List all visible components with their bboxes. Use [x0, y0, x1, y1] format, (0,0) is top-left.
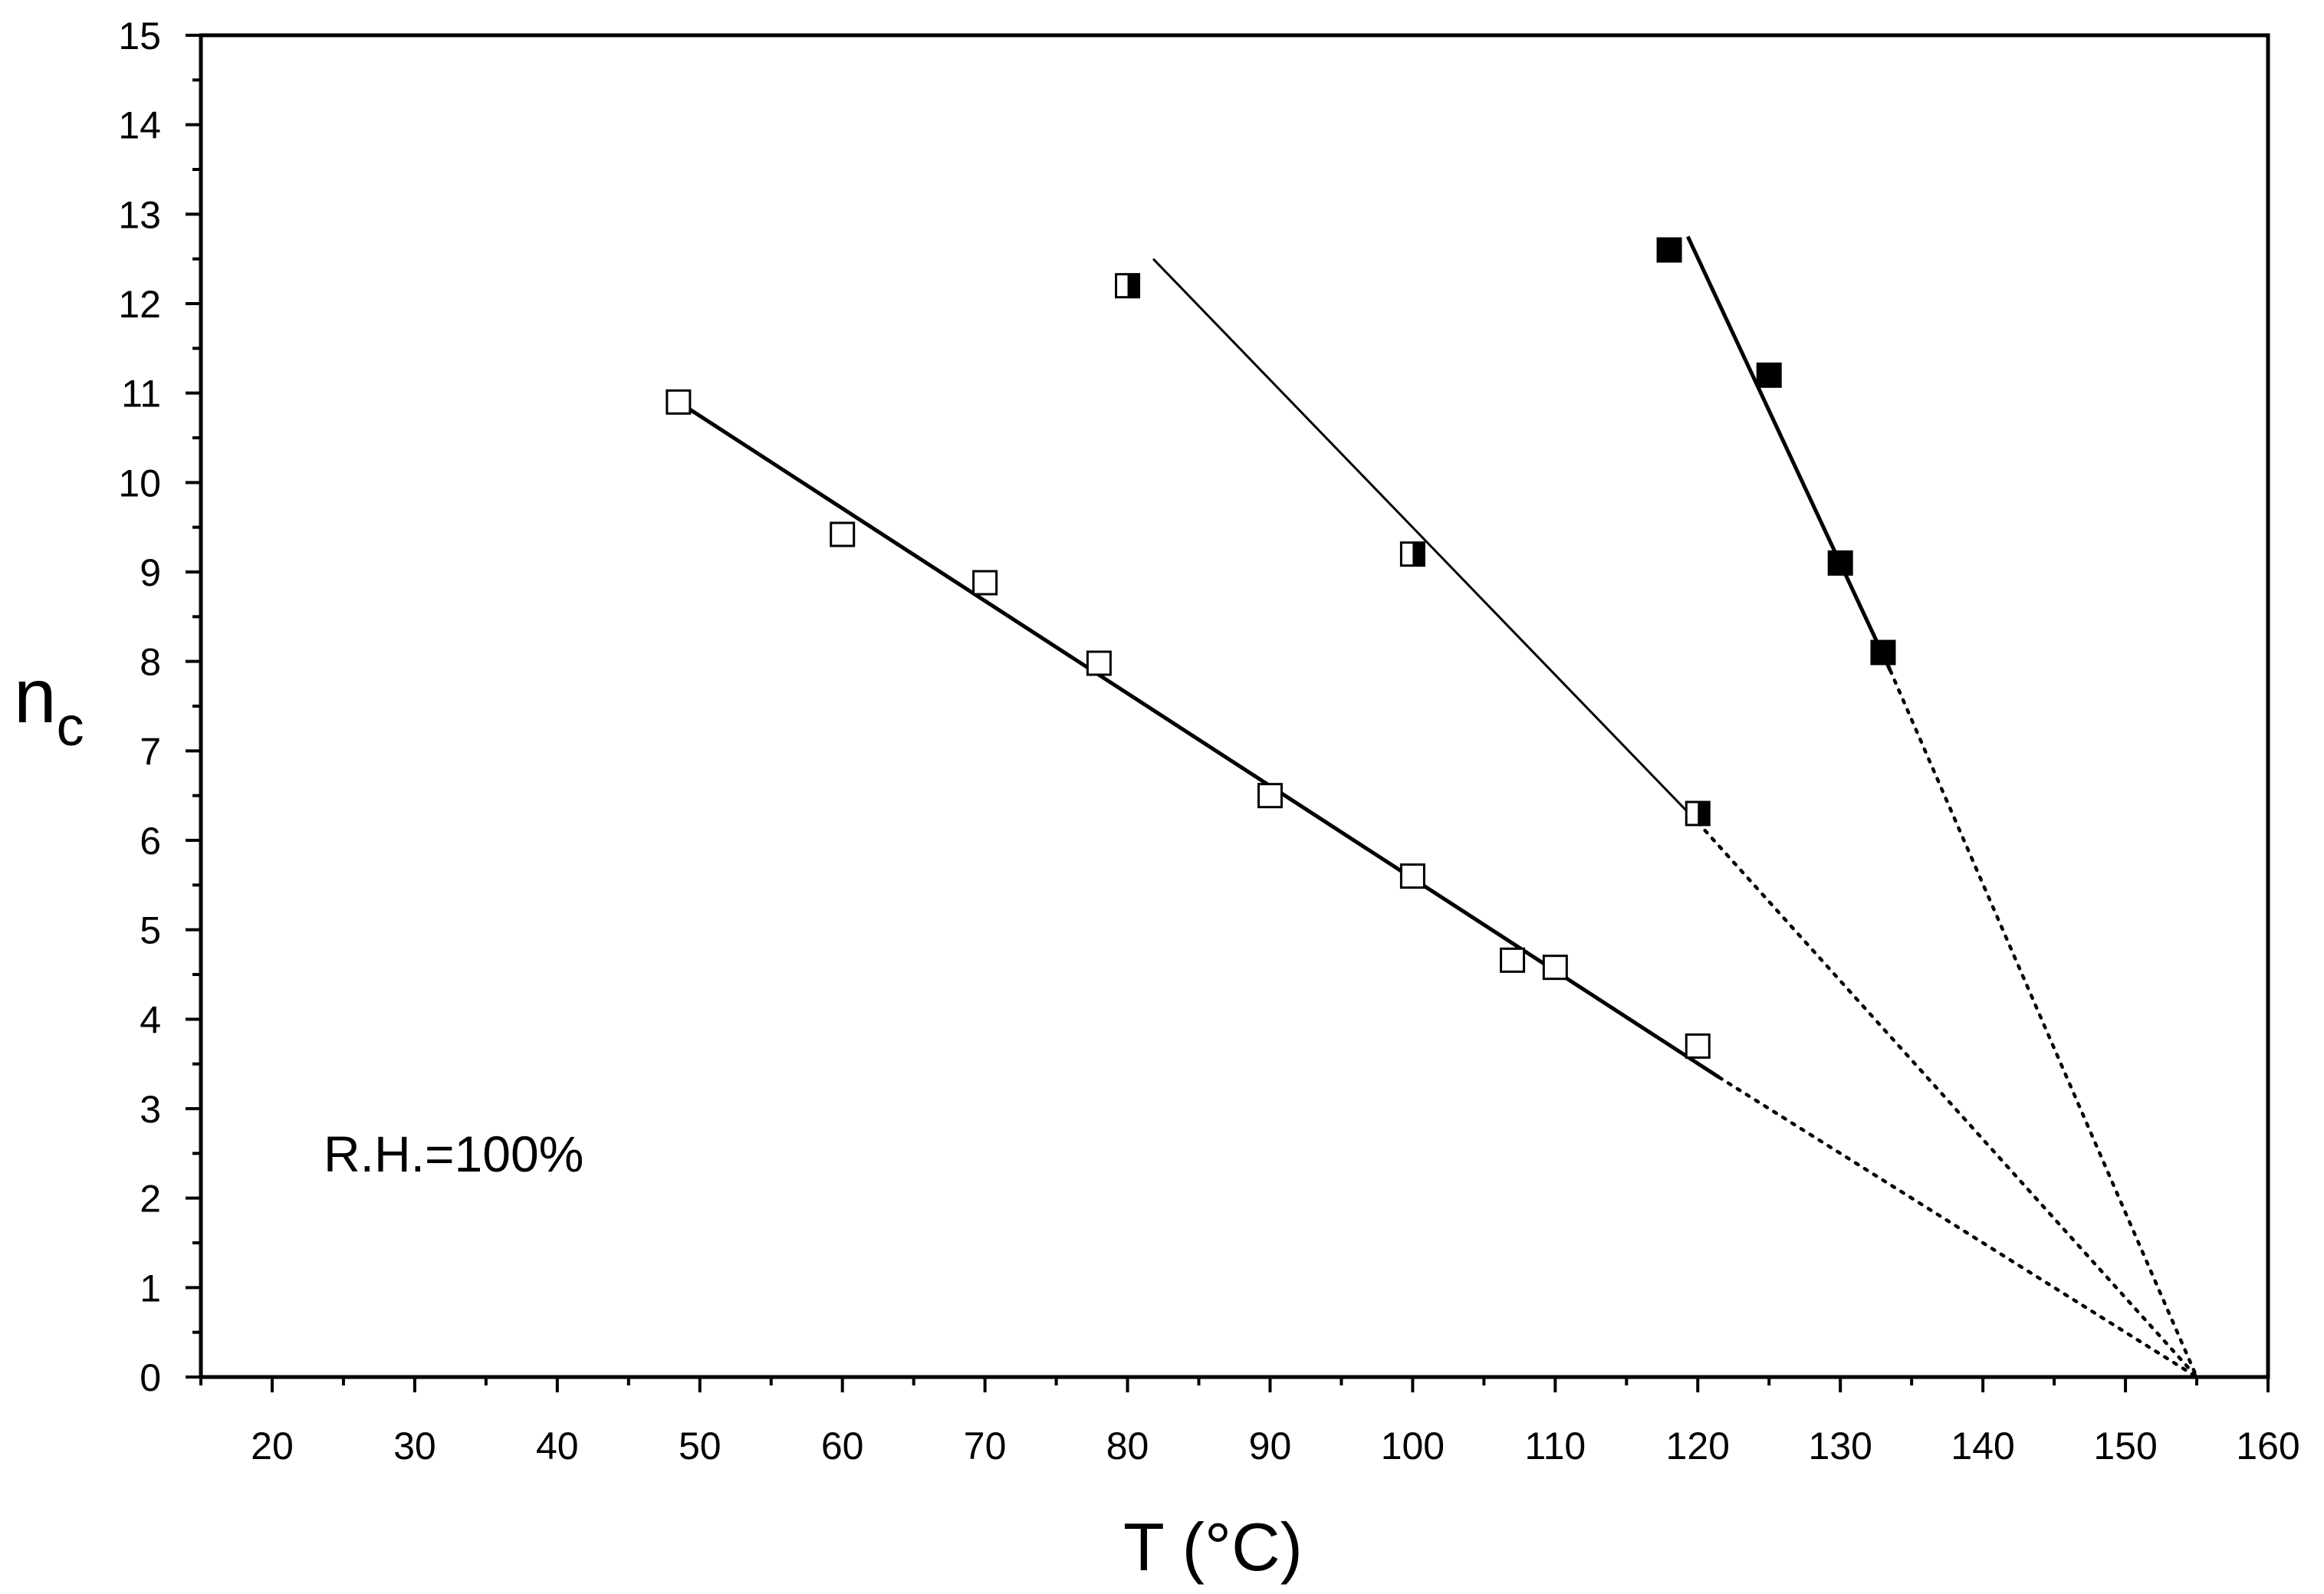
data-point-open [972, 570, 998, 596]
x-tick-label: 150 [2093, 1425, 2157, 1467]
fit-line-dotted [1696, 820, 2199, 1379]
y-axis-title-main: n [14, 653, 57, 739]
data-point-half-fill [1412, 542, 1425, 566]
annotation-rh: R.H.=100% [324, 1126, 583, 1182]
data-point-open [1542, 955, 1568, 981]
data-point-filled [1656, 237, 1682, 263]
x-tick-label: 60 [821, 1425, 864, 1467]
y-tick-label: 3 [140, 1088, 161, 1131]
data-point-open [1086, 650, 1112, 676]
x-tick-label: 40 [536, 1425, 579, 1467]
y-tick-label: 6 [140, 820, 161, 863]
x-tick-label: 160 [2236, 1425, 2299, 1467]
y-axis-title: nc [14, 653, 84, 758]
data-point-half-fill [1127, 274, 1139, 297]
x-tick-label: 90 [1249, 1425, 1292, 1467]
data-point-filled [1827, 550, 1853, 576]
data-point-open [830, 521, 856, 547]
data-point-open [666, 389, 692, 415]
y-tick-label: 12 [118, 283, 161, 326]
x-tick-label: 80 [1106, 1425, 1149, 1467]
y-tick-label: 14 [118, 104, 161, 147]
data-point-filled [1870, 639, 1896, 666]
fit-line-solid [1685, 235, 1892, 672]
y-tick-label: 7 [140, 730, 161, 773]
fit-line-dotted [1888, 669, 2199, 1379]
x-tick-label: 110 [1524, 1425, 1586, 1467]
data-point-filled [1756, 362, 1782, 388]
x-tick-label: 70 [964, 1425, 1007, 1467]
y-axis-title-sub: c [57, 696, 84, 758]
x-tick-label: 30 [393, 1425, 436, 1467]
data-markers [666, 237, 1896, 1059]
data-point-open [1399, 863, 1425, 889]
data-point-open [1500, 947, 1526, 973]
x-tick-label: 120 [1666, 1425, 1730, 1467]
data-point-half-fill [1698, 802, 1710, 825]
x-tick-label: 140 [1951, 1425, 2014, 1467]
y-tick-label: 13 [118, 193, 161, 236]
x-tick-label: 20 [251, 1425, 294, 1467]
fit-line-dotted [1717, 1075, 2199, 1379]
data-point-half [1685, 800, 1711, 827]
x-axis-title: T (°C) [1123, 1509, 1303, 1585]
y-tick-label: 5 [140, 909, 161, 952]
axis-ticks: 20 30 40 50 60 70 80 90 100 110 120 130 140 150 160012… [118, 15, 2299, 1467]
y-tick-label: 11 [121, 373, 161, 416]
data-point-open [1257, 783, 1283, 809]
y-tick-label: 8 [140, 641, 161, 684]
x-tick-label: 50 [679, 1425, 722, 1467]
y-tick-label: 0 [140, 1356, 161, 1399]
y-tick-label: 1 [140, 1267, 161, 1310]
y-tick-label: 2 [140, 1178, 161, 1221]
y-tick-label: 9 [140, 551, 161, 594]
y-tick-label: 15 [118, 15, 161, 58]
y-tick-label: 10 [118, 462, 161, 504]
data-point-open [1685, 1033, 1711, 1059]
data-point-half [1115, 273, 1141, 299]
x-tick-label: 130 [1808, 1425, 1872, 1467]
y-tick-label: 4 [140, 998, 161, 1041]
data-point-half [1399, 541, 1425, 567]
x-tick-label: 100 [1381, 1425, 1445, 1467]
fit-line-solid [1152, 258, 1699, 823]
